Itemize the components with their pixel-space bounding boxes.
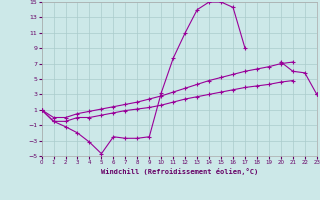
X-axis label: Windchill (Refroidissement éolien,°C): Windchill (Refroidissement éolien,°C) [100,168,258,175]
